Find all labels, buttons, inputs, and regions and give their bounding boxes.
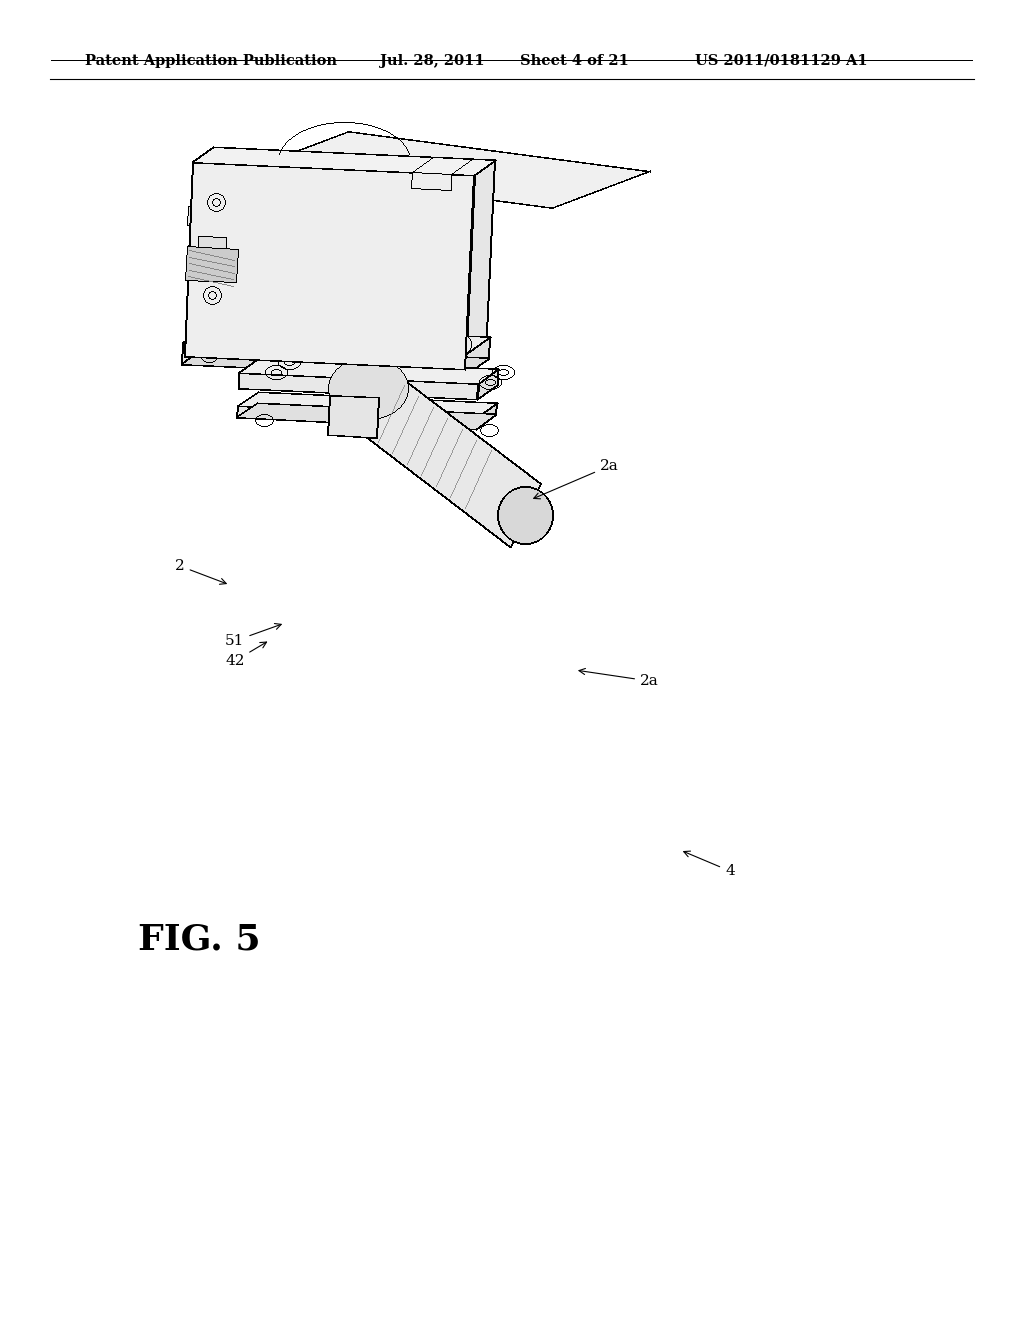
Text: 2: 2 [175,558,226,585]
Text: Sheet 4 of 21: Sheet 4 of 21 [520,54,629,69]
Text: 42: 42 [225,642,266,668]
Text: 51: 51 [225,623,282,648]
Text: 4: 4 [684,851,735,878]
Text: 2a: 2a [534,459,618,499]
Text: US 2011/0181129 A1: US 2011/0181129 A1 [695,54,867,69]
Text: FIG. 5: FIG. 5 [138,923,261,957]
Text: Jul. 28, 2011: Jul. 28, 2011 [380,54,484,69]
Text: Patent Application Publication: Patent Application Publication [85,54,337,69]
Text: 2a: 2a [579,668,658,688]
